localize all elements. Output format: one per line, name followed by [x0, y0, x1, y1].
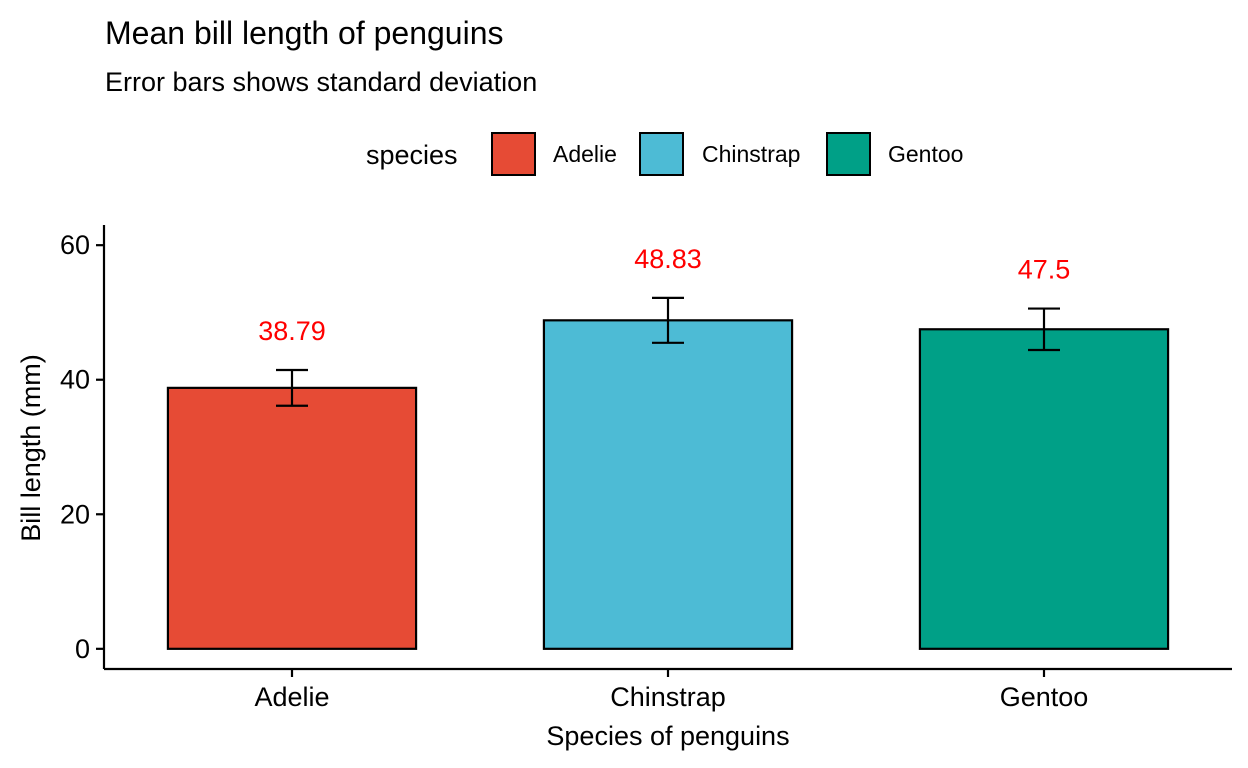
legend-label: Gentoo	[888, 141, 963, 167]
legend: species Adelie Chinstrap Gentoo	[366, 132, 963, 176]
y-tick-label: 60	[60, 230, 90, 260]
legend-label: Adelie	[553, 141, 617, 167]
legend-title: species	[366, 140, 458, 170]
y-axis-label: Bill length (mm)	[16, 354, 46, 542]
data-label: 48.83	[634, 244, 702, 274]
bar	[542, 319, 794, 650]
plot-area: 0 20 40 60 38.79 Adelie 48.83 Chinstrap 47.5 Gent…	[60, 225, 1232, 712]
x-axis-label: Species of penguins	[546, 721, 789, 751]
data-label: 47.5	[1018, 255, 1071, 285]
bar	[918, 328, 1170, 650]
chart-title: Mean bill length of penguins	[105, 15, 504, 51]
x-tick-label: Chinstrap	[610, 682, 726, 712]
x-tick-label: Gentoo	[1000, 682, 1089, 712]
legend-label: Chinstrap	[702, 141, 800, 167]
data-label: 38.79	[258, 316, 326, 346]
legend-key	[639, 132, 684, 176]
legend-key	[491, 132, 536, 176]
y-tick-label: 40	[60, 365, 90, 395]
bar	[166, 386, 418, 650]
legend-key	[826, 132, 871, 176]
chart-subtitle: Error bars shows standard deviation	[105, 67, 537, 97]
x-tick-label: Adelie	[254, 682, 329, 712]
y-tick-label: 20	[60, 499, 90, 529]
y-tick-label: 0	[75, 634, 90, 664]
